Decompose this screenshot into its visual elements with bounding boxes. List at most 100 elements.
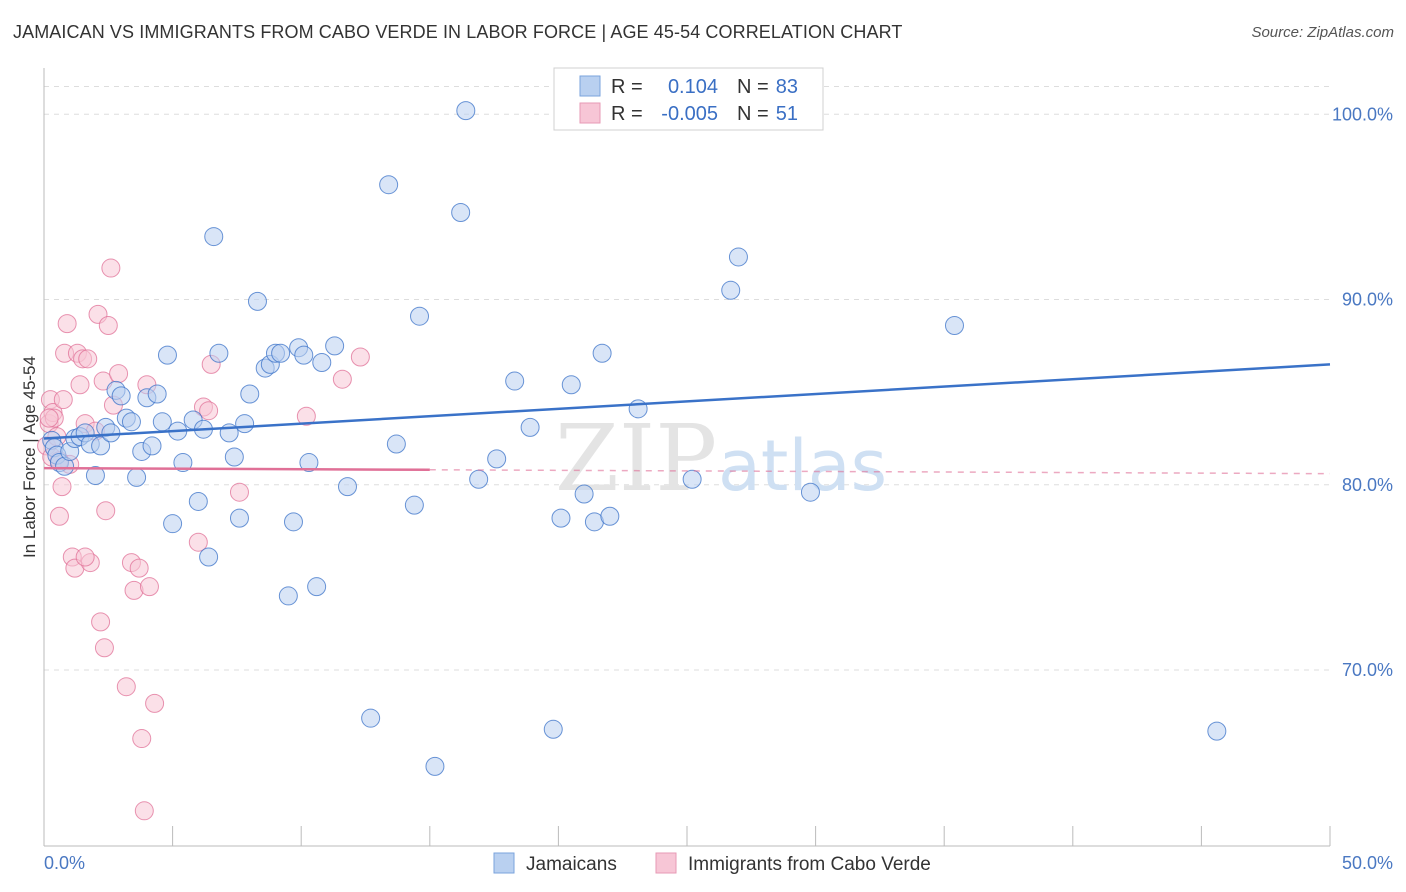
x-ticks [43, 826, 1331, 846]
legend-r-value-blue: 0.104 [668, 76, 718, 98]
jamaicans-point-74 [728, 247, 748, 267]
jamaicans-point-15 [111, 386, 131, 406]
cabo-verde-point-23 [91, 612, 111, 632]
trend-lines [43, 363, 1331, 475]
jamaicans-point-72 [682, 469, 702, 489]
trend-line-cabo-verde-solid [43, 466, 430, 472]
cabo-verde-point-30 [109, 364, 129, 384]
cabo-verde-point-46 [332, 369, 352, 389]
cabo-verde-point-28 [101, 258, 121, 278]
cabo-verde-point-7 [49, 506, 69, 526]
chart-title: JAMAICAN VS IMMIGRANTS FROM CABO VERDE I… [13, 22, 903, 42]
jamaicans-point-63 [520, 417, 540, 437]
cabo-verde-point-35 [132, 729, 152, 749]
y-tick-labels: 70.0% 80.0% 90.0% 100.0% [1332, 104, 1393, 680]
jamaicans-point-49 [307, 577, 327, 597]
jamaicans-point-54 [386, 434, 406, 454]
jamaicans-point-77 [1207, 721, 1227, 741]
jamaicans-point-25 [163, 514, 183, 534]
jamaicans-point-13 [101, 423, 121, 443]
jamaicans-point-57 [425, 756, 445, 776]
cabo-verde-point-38 [139, 577, 159, 597]
legend-n-label-pink: N = [737, 103, 769, 125]
cabo-verde-point-25 [94, 638, 114, 658]
bottom-legend-swatch-blue [493, 852, 515, 874]
jamaicans-point-60 [469, 469, 489, 489]
jamaicans-point-64 [543, 719, 563, 739]
jamaicans-point-52 [337, 477, 357, 497]
jamaicans-point-55 [404, 495, 424, 515]
bottom-legend-swatch-pink [655, 852, 677, 874]
y-tick-label-90: 90.0% [1342, 290, 1393, 310]
jamaicans-point-36 [229, 508, 249, 528]
cabo-verde-point-44 [229, 482, 249, 502]
jamaicans-point-38 [240, 384, 260, 404]
jamaicans-point-62 [505, 371, 525, 391]
jamaicans-point-47 [294, 345, 314, 365]
cabo-verde-point-24 [93, 371, 113, 391]
jamaicans-point-53 [361, 708, 381, 728]
jamaicans-point-22 [147, 384, 167, 404]
jamaicans-point-48 [299, 453, 319, 473]
legend-r-label-blue: R = [611, 76, 643, 98]
jamaicans-point-18 [127, 467, 147, 487]
cabo-verde-point-31 [116, 677, 136, 697]
jamaicans-point-67 [574, 484, 594, 504]
legend-swatch-pink [579, 102, 601, 124]
cabo-verde-point-40 [188, 532, 208, 552]
jamaicans-point-27 [173, 453, 193, 473]
gridlines [44, 86, 1330, 671]
cabo-verde-point-27 [98, 315, 118, 335]
cabo-verde-point-34 [129, 558, 149, 578]
cabo-verde-point-9 [53, 390, 73, 410]
cabo-verde-point-39 [145, 693, 165, 713]
jamaicans-point-24 [157, 345, 177, 365]
cabo-verde-point-16 [70, 375, 90, 395]
jamaicans-point-21 [142, 436, 162, 456]
watermark: ZIP atlas [555, 405, 887, 512]
jamaicans-point-51 [325, 336, 345, 356]
jamaicans-point-58 [451, 202, 471, 222]
jamaicans-point-70 [600, 506, 620, 526]
jamaicans-point-10 [85, 466, 105, 486]
jamaicans-point-76 [944, 315, 964, 335]
cabo-verde-point-26 [96, 501, 116, 521]
cabo-verde-point-47 [350, 347, 370, 367]
jamaicans-point-29 [188, 491, 208, 511]
cabo-verde-point-45 [296, 406, 316, 426]
jamaicans-point-31 [199, 547, 219, 567]
jamaicans-point-37 [235, 414, 255, 434]
jamaicans-point-56 [410, 306, 430, 326]
y-axis-label: In Labor Force | Age 45-54 [20, 356, 39, 558]
jamaicans-point-78 [379, 175, 399, 195]
cabo-verde-point-49 [75, 547, 95, 567]
legend-n-value-pink: 51 [776, 103, 798, 125]
jamaicans-point-66 [561, 375, 581, 395]
jamaicans-point-39 [247, 291, 267, 311]
cabo-verde-point-11 [57, 314, 77, 334]
jamaicans-point-32 [204, 227, 224, 247]
legend-r-value-pink: -0.005 [661, 103, 718, 125]
jamaicans-point-65 [551, 508, 571, 528]
jamaicans-point-45 [283, 512, 303, 532]
jamaicans-point-50 [312, 353, 332, 373]
cabo-verde-point-48 [39, 408, 59, 428]
series-cabo-verde-points [37, 258, 370, 821]
legend-n-label-blue: N = [737, 76, 769, 98]
stats-legend: R = 0.104 N = 83 R = -0.005 N = 51 [553, 67, 824, 131]
jamaicans-point-61 [487, 449, 507, 469]
y-tick-label-100: 100.0% [1332, 104, 1393, 124]
jamaicans-point-44 [278, 586, 298, 606]
cabo-verde-point-8 [52, 477, 72, 497]
x-tick-label-min: 0.0% [44, 853, 85, 873]
y-tick-label-80: 80.0% [1342, 475, 1393, 495]
jamaicans-point-69 [592, 343, 612, 363]
bottom-legend-label-jamaicans: Jamaicans [526, 854, 617, 875]
legend-r-label-pink: R = [611, 103, 643, 125]
bottom-legend-label-cabo-verde: Immigrants from Cabo Verde [688, 854, 931, 875]
cabo-verde-point-42 [199, 401, 219, 421]
cabo-verde-point-36 [134, 801, 154, 821]
jamaicans-point-71 [628, 399, 648, 419]
y-tick-label-70: 70.0% [1342, 660, 1393, 680]
jamaicans-point-17 [121, 412, 141, 432]
